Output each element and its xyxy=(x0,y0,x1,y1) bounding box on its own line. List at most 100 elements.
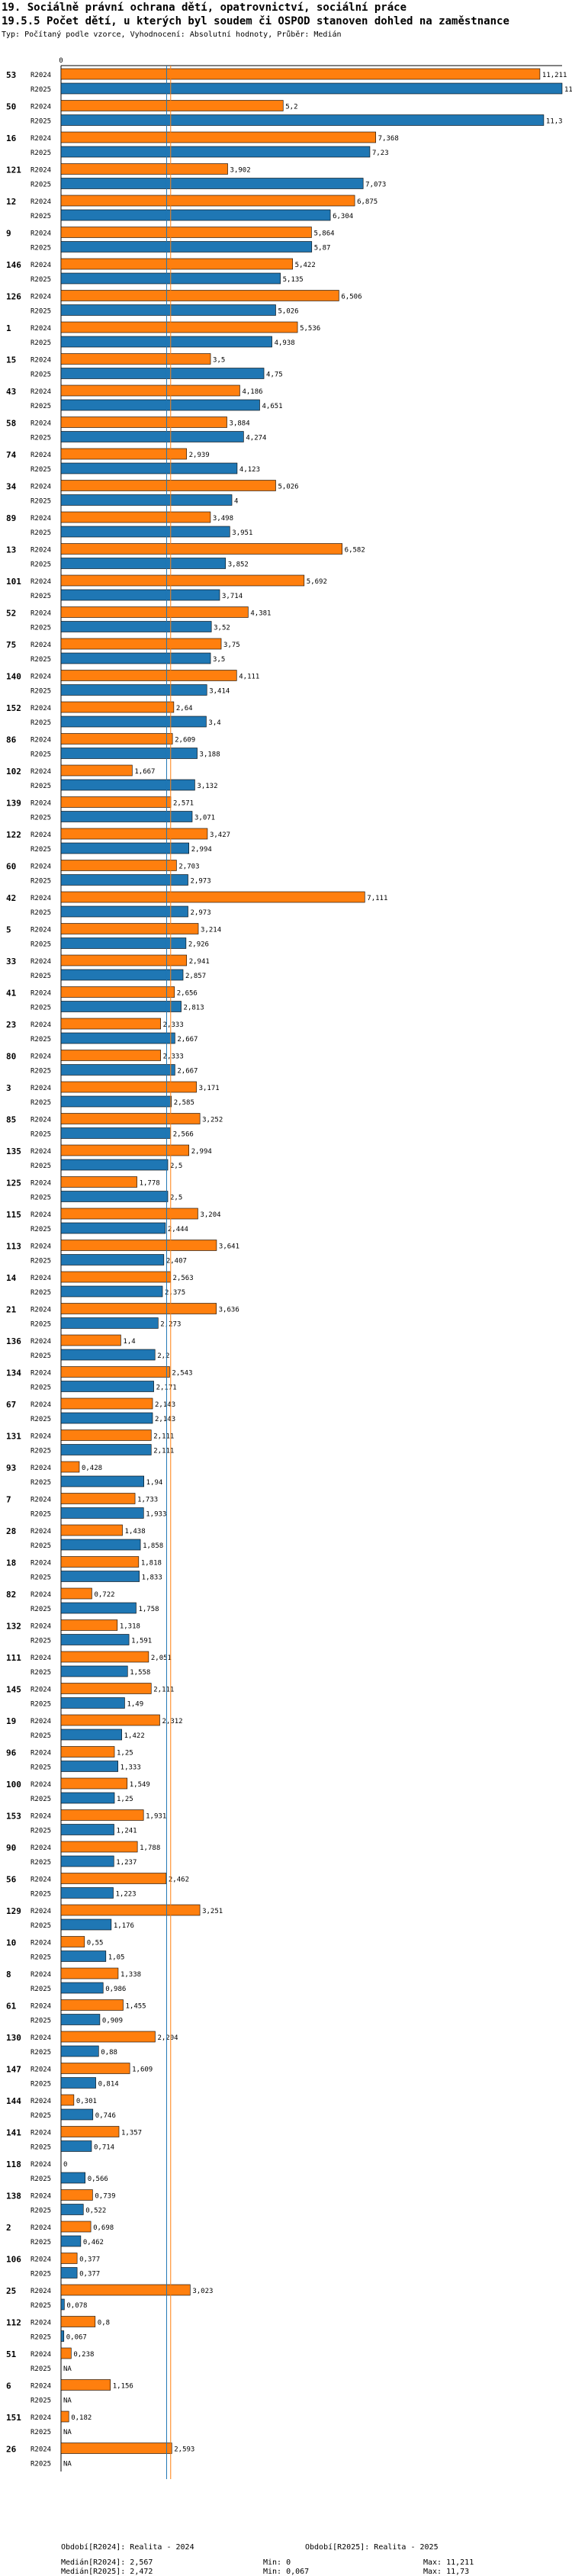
series-label-2024: R2024 xyxy=(31,325,51,333)
series-label-2025: R2025 xyxy=(31,1891,51,1899)
value-label-2024: 1,4 xyxy=(123,1338,135,1346)
category-label: 3 xyxy=(6,1083,11,1093)
series-label-2025: R2025 xyxy=(31,339,51,347)
series-label-2024: R2024 xyxy=(31,2161,51,2169)
bar-2025 xyxy=(60,2140,92,2152)
value-label-2025: 1,858 xyxy=(143,1542,163,1550)
bar-2024 xyxy=(60,227,312,238)
x-axis-tick-label: 0 xyxy=(59,57,63,65)
series-label-2025: R2025 xyxy=(31,1796,51,1803)
bar-2024 xyxy=(60,2410,69,2423)
value-label-2024: 2,994 xyxy=(191,1148,212,1156)
bar-2025 xyxy=(60,716,207,728)
category-label: 5 xyxy=(6,925,11,935)
value-label-2024: 1,338 xyxy=(121,1971,141,1979)
value-label-2025: 1,176 xyxy=(114,1922,134,1930)
series-label-2024: R2024 xyxy=(31,1021,51,1029)
value-label-2024: 0,55 xyxy=(87,1940,104,1947)
series-label-2024: R2024 xyxy=(31,895,51,902)
series-label-2024: R2024 xyxy=(31,2098,51,2105)
chart-subtitle: 19.5.5 Počet dětí, u kterých byl soudem … xyxy=(2,15,509,27)
series-label-2024: R2024 xyxy=(31,1053,51,1061)
value-label-2024: 3,75 xyxy=(223,642,240,649)
category-label: 138 xyxy=(6,2192,21,2201)
value-label-2025: NA xyxy=(63,2365,72,2373)
bar-2024 xyxy=(60,1430,152,1441)
value-label-2024: 2,204 xyxy=(157,2034,178,2042)
bar-2024 xyxy=(60,1366,170,1378)
value-label-2025: 3,132 xyxy=(197,783,217,790)
series-label-2025: R2025 xyxy=(31,1036,51,1044)
series-label-2025: R2025 xyxy=(31,1542,51,1550)
series-label-2025: R2025 xyxy=(31,1479,51,1487)
series-label-2024: R2024 xyxy=(31,167,51,175)
series-label-2025: R2025 xyxy=(31,308,51,316)
series-label-2025: R2025 xyxy=(31,182,51,189)
series-label-2024: R2024 xyxy=(31,230,51,238)
series-label-2024: R2024 xyxy=(31,1433,51,1441)
series-label-2025: R2025 xyxy=(31,86,51,94)
value-label-2025: 5,026 xyxy=(278,308,299,316)
category-label: 101 xyxy=(6,577,21,587)
series-label-2025: R2025 xyxy=(31,150,51,157)
value-label-2024: 2,051 xyxy=(151,1655,172,1662)
category-label: 80 xyxy=(6,1052,16,1062)
category-label: 2 xyxy=(6,2223,11,2233)
value-label-2024: 1,455 xyxy=(125,2003,146,2011)
bar-2024 xyxy=(60,2347,72,2359)
bar-2024 xyxy=(60,2126,120,2137)
series-label-2025: R2025 xyxy=(31,2302,51,2310)
bar-2024 xyxy=(60,764,133,777)
value-label-2024: 1,25 xyxy=(117,1750,133,1758)
series-label-2024: R2024 xyxy=(31,1655,51,1662)
bar-2025 xyxy=(60,1254,165,1265)
bar-2024 xyxy=(60,384,240,397)
value-label-2025: 11,3 xyxy=(546,118,563,126)
value-label-2024: 3,902 xyxy=(230,167,251,175)
category-label: 153 xyxy=(6,1812,21,1822)
bar-2025 xyxy=(60,558,227,569)
series-label-2024: R2024 xyxy=(31,1117,51,1124)
series-label-2025: R2025 xyxy=(31,2049,51,2057)
series-label-2025: R2025 xyxy=(31,1859,51,1867)
value-label-2024: 2,941 xyxy=(189,958,210,966)
bar-2024 xyxy=(60,1113,201,1124)
series-label-2024: R2024 xyxy=(31,1338,51,1346)
series-label-2024: R2024 xyxy=(31,2003,51,2011)
series-label-2024: R2024 xyxy=(31,578,51,586)
bar-2024 xyxy=(60,1873,167,1884)
category-label: 67 xyxy=(6,1400,16,1410)
value-label-2025: NA xyxy=(63,2461,72,2468)
category-label: 14 xyxy=(6,1273,17,1283)
category-label: 132 xyxy=(6,1622,21,1632)
bar-2024 xyxy=(60,2284,191,2296)
value-label-2024: 0,301 xyxy=(76,2098,97,2105)
series-label-2024: R2024 xyxy=(31,1465,51,1472)
series-label-2025: R2025 xyxy=(31,878,51,886)
value-label-2024: 1,788 xyxy=(140,1844,160,1852)
value-label-2025: 1,241 xyxy=(117,1828,137,1835)
value-label-2024: 2,593 xyxy=(174,2446,194,2454)
series-label-2024: R2024 xyxy=(31,737,51,744)
category-label: 50 xyxy=(6,102,16,112)
bar-2024 xyxy=(60,1683,152,1694)
series-label-2024: R2024 xyxy=(31,2130,51,2137)
series-label-2024: R2024 xyxy=(31,863,51,871)
series-label-2024: R2024 xyxy=(31,2383,51,2391)
series-label-2025: R2025 xyxy=(31,1005,51,1012)
bar-2024 xyxy=(60,1081,197,1093)
series-label-2024: R2024 xyxy=(31,2320,51,2327)
value-label-2025: 0,462 xyxy=(83,2239,104,2246)
value-label-2024: 3,5 xyxy=(213,357,225,365)
value-label-2025: 6,304 xyxy=(333,213,353,220)
value-label-2024: 4,186 xyxy=(242,388,262,396)
value-label-2025: 5,87 xyxy=(314,245,331,252)
category-label: 85 xyxy=(6,1115,16,1125)
category-label: 74 xyxy=(6,450,17,460)
value-label-2025: 1,223 xyxy=(116,1891,137,1899)
series-label-2024: R2024 xyxy=(31,1781,51,1789)
value-label-2024: 3,252 xyxy=(202,1117,223,1124)
bar-2025 xyxy=(60,1539,141,1551)
value-label-2024: 7,368 xyxy=(378,135,399,143)
value-label-2025: 1,422 xyxy=(124,1732,145,1740)
